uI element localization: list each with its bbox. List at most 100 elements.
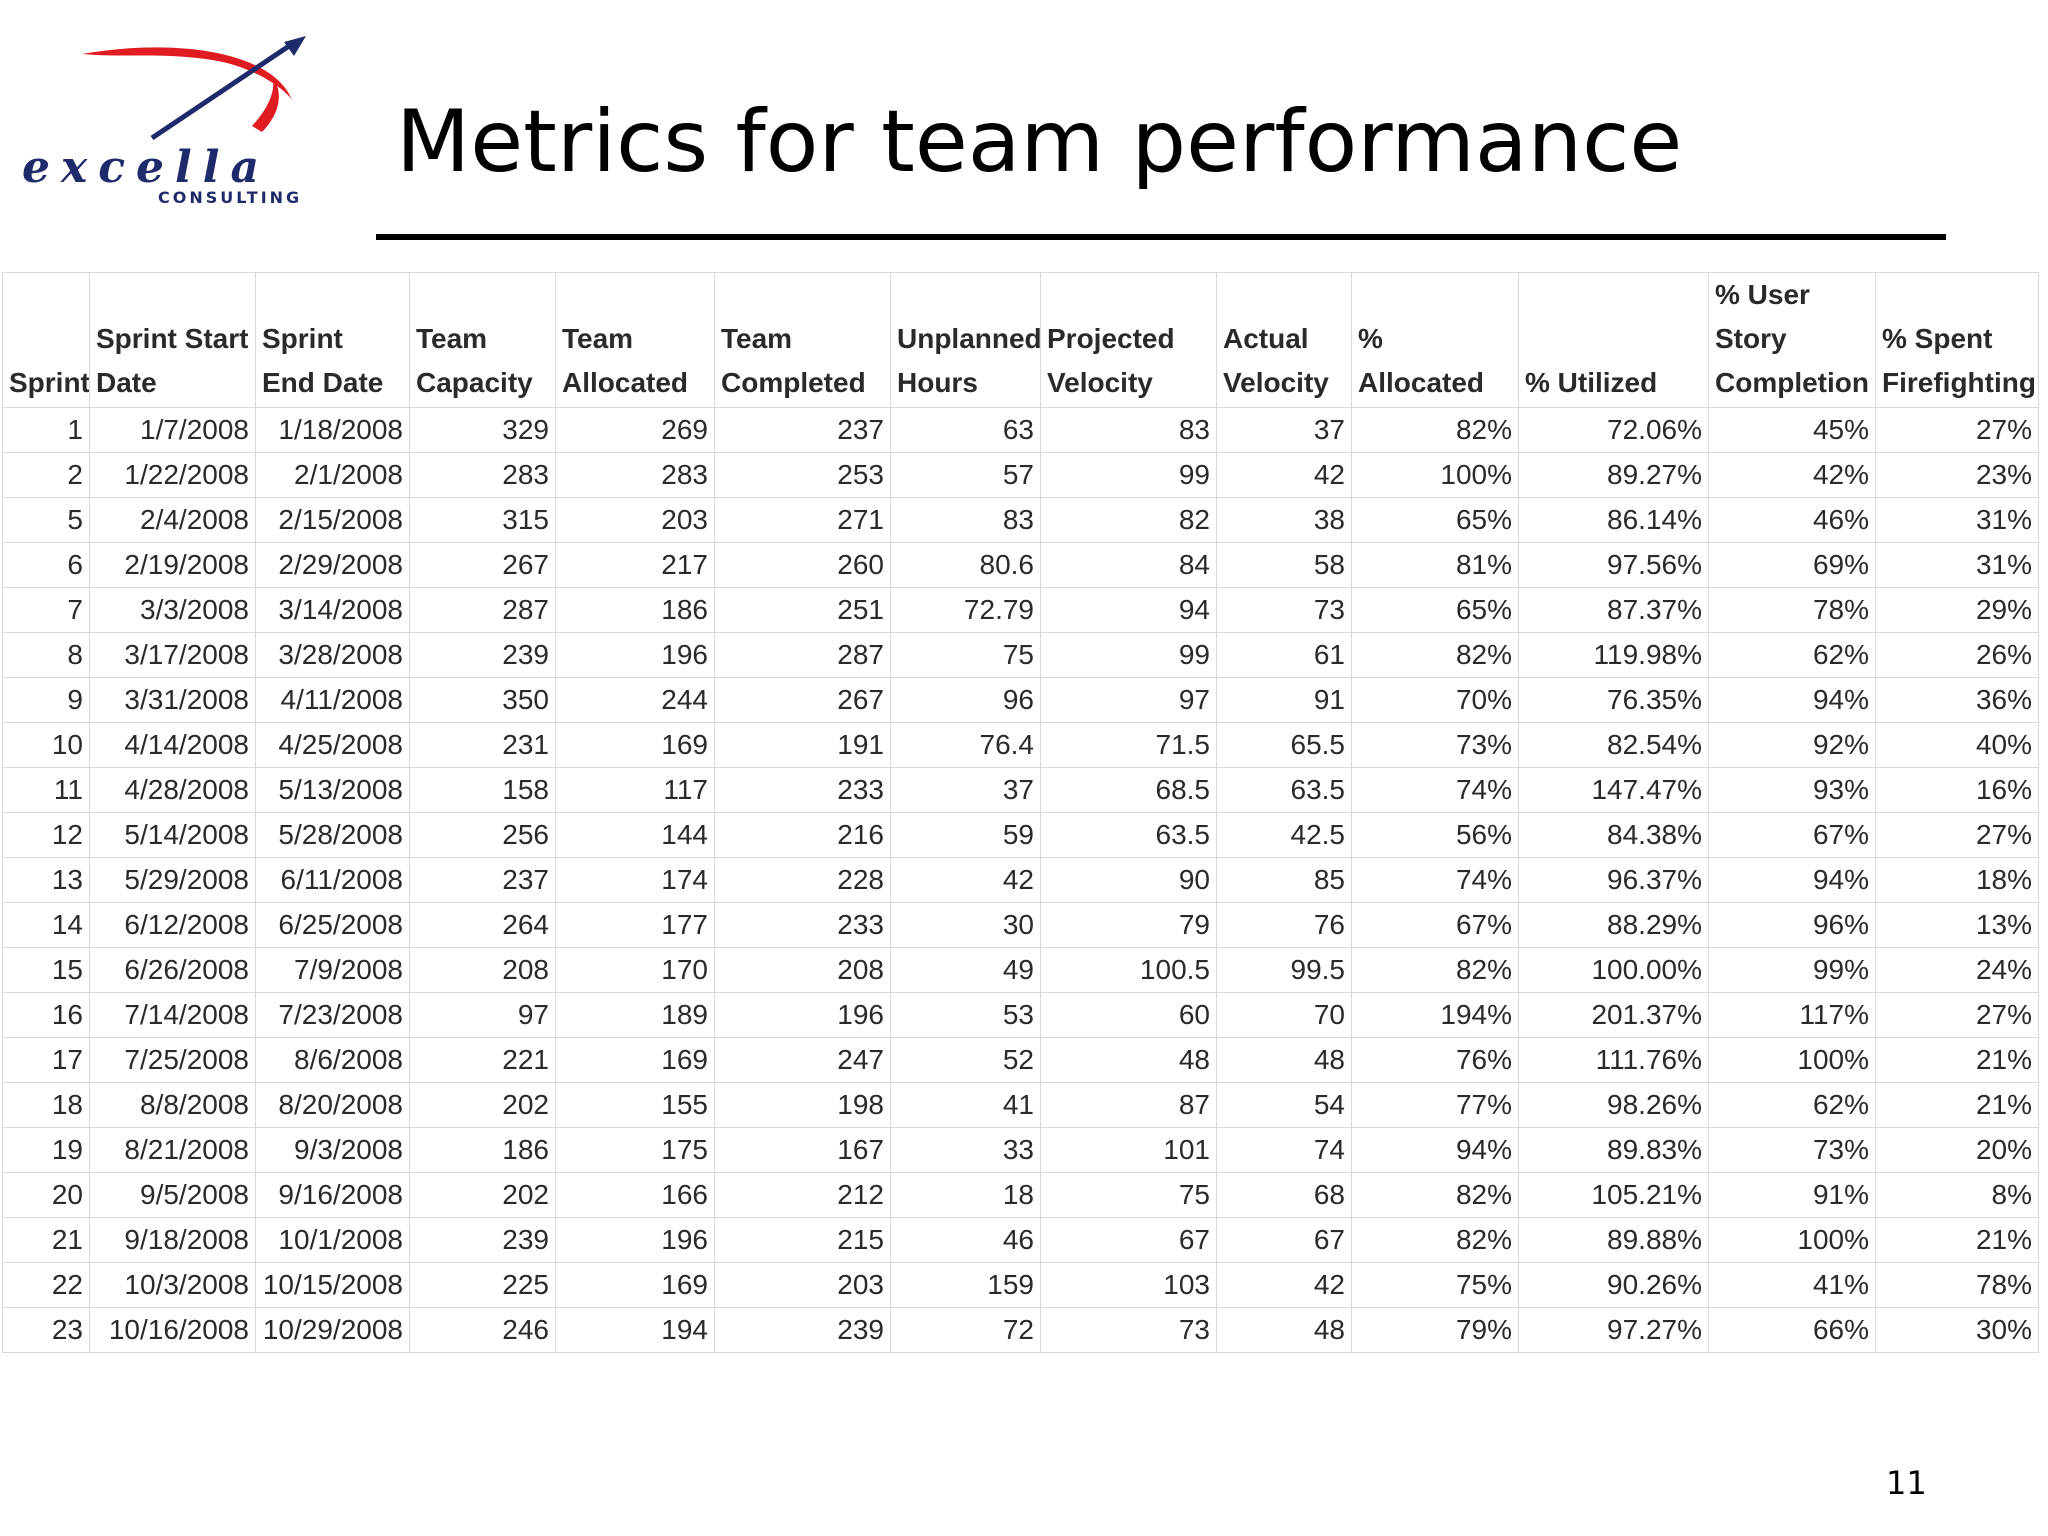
column-header: Sprint <box>2 272 90 408</box>
table-cell: 239 <box>714 1307 891 1353</box>
table-cell: 82 <box>1040 497 1217 543</box>
table-cell: 9 <box>2 677 90 723</box>
table-row: 9 3/31/2008 4/11/2008 350 244 267 96 97 91 70% 76.… <box>2 677 2039 723</box>
table-cell: 1/22/2008 <box>89 452 256 498</box>
table-cell: 6/26/2008 <box>89 947 256 993</box>
table-row: 10 4/14/2008 4/25/2008 231 169 191 76.4 71.5 65.… <box>2 722 2039 768</box>
table-cell: 3/17/2008 <box>89 632 256 678</box>
table-cell: 36% <box>1875 677 2039 723</box>
table-cell: 63.5 <box>1216 767 1352 813</box>
table-cell: 65% <box>1351 587 1519 633</box>
table-cell: 6/12/2008 <box>89 902 256 948</box>
table-cell: 74% <box>1351 857 1519 903</box>
table-cell: 82% <box>1351 407 1519 453</box>
table-cell: 90 <box>1040 857 1217 903</box>
table-cell: 3/31/2008 <box>89 677 256 723</box>
table-cell: 239 <box>409 632 556 678</box>
table-cell: 14 <box>2 902 90 948</box>
table-cell: 196 <box>714 992 891 1038</box>
table-cell: 15 <box>2 947 90 993</box>
table-cell: 42 <box>890 857 1041 903</box>
table-cell: 30 <box>890 902 1041 948</box>
table-cell: 80.6 <box>890 542 1041 588</box>
table-cell: 9/16/2008 <box>255 1172 410 1218</box>
table-cell: 4/14/2008 <box>89 722 256 768</box>
table-cell: 203 <box>714 1262 891 1308</box>
column-header: Team Capacity <box>409 272 556 408</box>
table-cell: 169 <box>555 1037 715 1083</box>
table-cell: 59 <box>890 812 1041 858</box>
table-cell: 3/3/2008 <box>89 587 256 633</box>
logo-subtitle: CONSULTING <box>158 188 303 207</box>
table-cell: 99 <box>1040 632 1217 678</box>
table-row: 15 6/26/2008 7/9/2008 208 170 208 49 100.5 99.5 8… <box>2 947 2039 993</box>
table-cell: 81% <box>1351 542 1519 588</box>
table-cell: 10/29/2008 <box>255 1307 410 1353</box>
table-cell: 63 <box>890 407 1041 453</box>
table-cell: 228 <box>714 857 891 903</box>
table-cell: 186 <box>555 587 715 633</box>
table-cell: 21% <box>1875 1217 2039 1263</box>
table-cell: 203 <box>555 497 715 543</box>
table-cell: 100% <box>1708 1037 1876 1083</box>
column-header: Team Completed <box>714 272 891 408</box>
title-underline <box>376 234 1946 240</box>
table-cell: 27% <box>1875 407 2039 453</box>
table-cell: 101 <box>1040 1127 1217 1173</box>
table-cell: 4/11/2008 <box>255 677 410 723</box>
table-cell: 191 <box>714 722 891 768</box>
table-cell: 350 <box>409 677 556 723</box>
table-cell: 40% <box>1875 722 2039 768</box>
table-cell: 10/1/2008 <box>255 1217 410 1263</box>
table-cell: 169 <box>555 722 715 768</box>
table-cell: 7/25/2008 <box>89 1037 256 1083</box>
table-cell: 23% <box>1875 452 2039 498</box>
table-cell: 239 <box>409 1217 556 1263</box>
table-cell: 86.14% <box>1518 497 1709 543</box>
table-cell: 97.27% <box>1518 1307 1709 1353</box>
table-cell: 77% <box>1351 1082 1519 1128</box>
table-cell: 267 <box>714 677 891 723</box>
table-cell: 79 <box>1040 902 1217 948</box>
table-cell: 21% <box>1875 1037 2039 1083</box>
table-cell: 111.76% <box>1518 1037 1709 1083</box>
table-cell: 67 <box>1216 1217 1352 1263</box>
table-cell: 2/15/2008 <box>255 497 410 543</box>
table-cell: 48 <box>1216 1307 1352 1353</box>
table-cell: 82% <box>1351 947 1519 993</box>
table-cell: 7/14/2008 <box>89 992 256 1038</box>
table-cell: 76.4 <box>890 722 1041 768</box>
table-cell: 87 <box>1040 1082 1217 1128</box>
table-cell: 155 <box>555 1082 715 1128</box>
swoosh-arrow-icon <box>82 36 306 141</box>
table-cell: 99 <box>1040 452 1217 498</box>
table-cell: 287 <box>714 632 891 678</box>
table-cell: 93% <box>1708 767 1876 813</box>
table-cell: 3/14/2008 <box>255 587 410 633</box>
table-cell: 76% <box>1351 1037 1519 1083</box>
table-cell: 9/5/2008 <box>89 1172 256 1218</box>
table-cell: 244 <box>555 677 715 723</box>
table-cell: 247 <box>714 1037 891 1083</box>
table-cell: 260 <box>714 542 891 588</box>
table-cell: 72.06% <box>1518 407 1709 453</box>
table-cell: 18 <box>890 1172 1041 1218</box>
table-cell: 67% <box>1708 812 1876 858</box>
table-row: 13 5/29/2008 6/11/2008 237 174 228 42 90 85 74% 96… <box>2 857 2039 903</box>
slide-title: Metrics for team performance <box>396 92 1683 192</box>
table-cell: 2/1/2008 <box>255 452 410 498</box>
column-header: % User Story Completion <box>1708 272 1876 408</box>
table-cell: 45% <box>1708 407 1876 453</box>
table-cell: 10/3/2008 <box>89 1262 256 1308</box>
table-cell: 42 <box>1216 452 1352 498</box>
table-cell: 8 <box>2 632 90 678</box>
table-row: 22 10/3/2008 10/15/2008 225 169 203 159 103 42 75… <box>2 1262 2039 1308</box>
table-cell: 82.54% <box>1518 722 1709 768</box>
table-cell: 7/9/2008 <box>255 947 410 993</box>
table-cell: 9/3/2008 <box>255 1127 410 1173</box>
table-cell: 8/6/2008 <box>255 1037 410 1083</box>
table-cell: 1 <box>2 407 90 453</box>
table-cell: 84.38% <box>1518 812 1709 858</box>
table-cell: 85 <box>1216 857 1352 903</box>
table-cell: 75 <box>1040 1172 1217 1218</box>
